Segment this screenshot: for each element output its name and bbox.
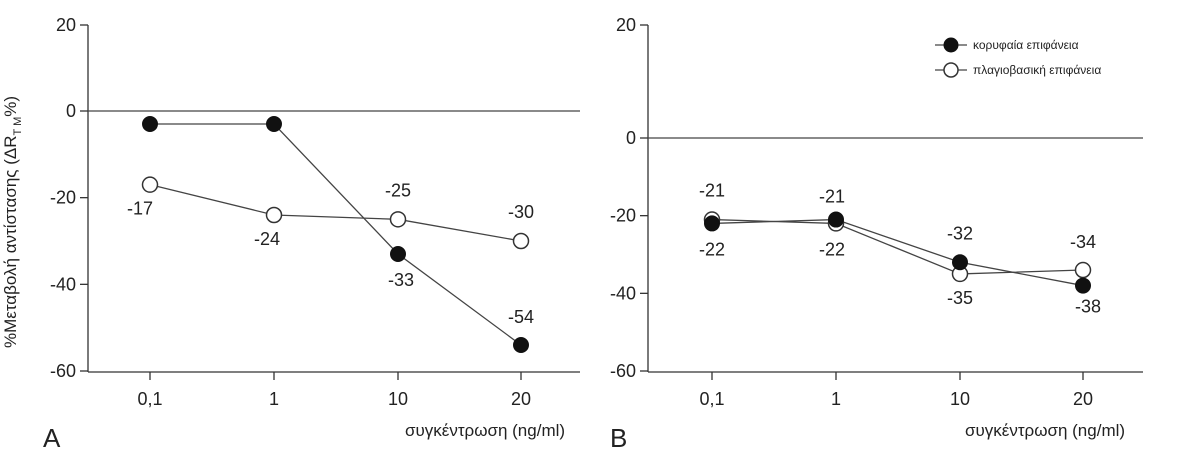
data-point-filled (142, 116, 158, 132)
data-label: -54 (508, 307, 534, 327)
data-point-open (265, 206, 283, 224)
y-tick-label: -60 (50, 361, 76, 381)
data-point-filled (390, 246, 406, 262)
legend-label: πλαγιοβασική επιφάνεια (973, 63, 1101, 77)
data-label: -17 (127, 199, 153, 219)
data-point-filled (513, 337, 529, 353)
y-tick-label: 0 (626, 128, 636, 148)
data-point-open (512, 232, 530, 250)
legend-marker-open (943, 62, 959, 78)
data-point-filled (952, 254, 968, 271)
data-label: -24 (254, 229, 280, 249)
data-label: -30 (508, 202, 534, 222)
y-tick-label: -40 (50, 274, 76, 294)
x-axis-title: συγκέντρωση (ng/ml) (965, 421, 1125, 440)
data-point-open (141, 176, 159, 193)
data-point-filled (704, 215, 720, 232)
x-tick-label: 0,1 (137, 389, 162, 409)
y-tick-label: 20 (616, 15, 636, 35)
y-axis-title-end: %) (1, 96, 20, 117)
y-tick-label: 20 (56, 15, 76, 35)
x-tick-label: 20 (1073, 389, 1093, 409)
data-label: -35 (947, 288, 973, 308)
x-tick-label: 1 (269, 389, 279, 409)
series-line-open (711, 218, 1084, 275)
y-tick-label: -20 (610, 206, 636, 226)
panel-label: B (610, 423, 627, 452)
y-axis-title-sub: T M (12, 117, 24, 136)
data-point-open (1074, 261, 1092, 279)
data-point-open (389, 211, 407, 228)
data-point-filled (266, 116, 282, 132)
data-label: -38 (1075, 297, 1101, 317)
series-line-open (149, 184, 522, 242)
y-axis-title-main: %Μεταβολή αντίστασης (ΔR (1, 136, 20, 349)
x-axis-title: συγκέντρωση (ng/ml) (405, 421, 565, 440)
data-label: -21 (699, 181, 725, 201)
x-tick-label: 0,1 (699, 389, 724, 409)
data-label: -21 (819, 187, 845, 207)
y-tick-label: 0 (66, 101, 76, 121)
y-tick-label: -20 (50, 188, 76, 208)
data-label: -22 (699, 239, 725, 259)
y-axis-title: %Μεταβολή αντίστασης (ΔRT M%) (1, 96, 24, 348)
series-line-filled (150, 123, 522, 346)
legend-marker-filled (943, 37, 959, 53)
panel-b: -60 -40 -20 0 20 0,1 1 10 20 συγκέντρωση (ng/ml) B… (610, 15, 1143, 452)
series-line-filled (711, 218, 1084, 287)
data-label: -33 (388, 270, 414, 290)
y-tick-label: -40 (610, 283, 636, 303)
data-label: -22 (819, 239, 845, 259)
data-label: -25 (385, 180, 411, 200)
data-point-filled (828, 211, 844, 228)
x-tick-label: 1 (831, 389, 841, 409)
panel-a: -60 -40 -20 0 20 0,1 1 10 20 συγκέντρωση (ng/ml) A… (43, 15, 580, 452)
data-label: -32 (947, 223, 973, 243)
x-tick-label: 10 (388, 389, 408, 409)
data-point-filled (1075, 277, 1091, 294)
panel-label: A (43, 423, 61, 452)
x-tick-label: 10 (950, 389, 970, 409)
y-tick-label: -60 (610, 361, 636, 381)
legend-label: κορυφαία επιφάνεια (973, 38, 1079, 52)
x-tick-label: 20 (511, 389, 531, 409)
data-label: -34 (1070, 232, 1096, 252)
